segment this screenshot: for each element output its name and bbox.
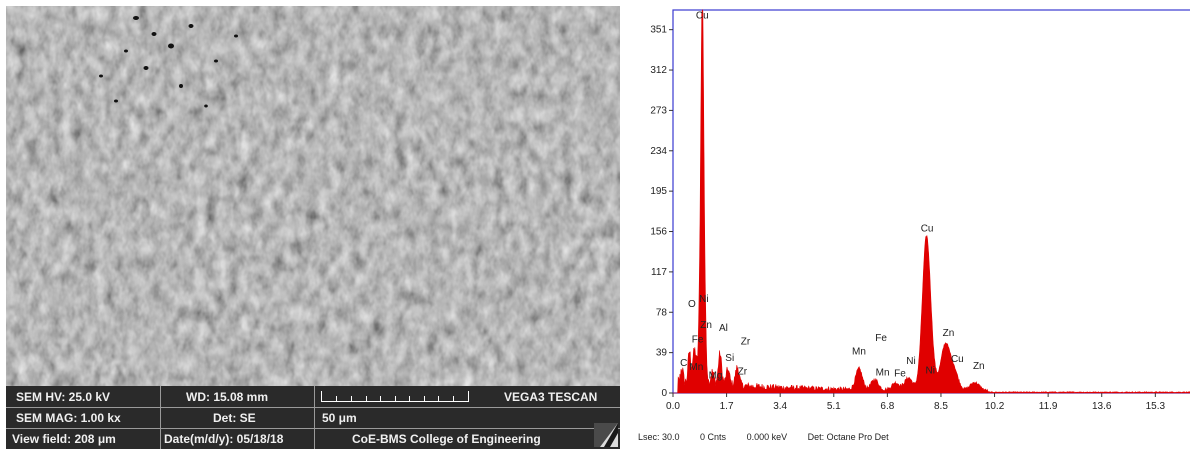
peak-label-fe: Fe: [875, 333, 887, 344]
x-tick-label: 0.0: [666, 401, 680, 412]
peak-label-zr: Zr: [741, 336, 751, 347]
energy-readout: 0.000 keV: [746, 432, 788, 442]
peak-label-zn: Zn: [943, 328, 955, 339]
x-tick-label: 5.1: [827, 401, 841, 412]
eds-status-footer: Lsec: 30.0 0 Cnts 0.000 keV Det: Octane …: [638, 432, 907, 442]
x-tick-label: 3.4: [773, 401, 787, 412]
y-tick-label: 78: [656, 307, 668, 318]
sem-panel: SEM HV: 25.0 kV WD: 15.08 mm VEGA3 TESCA…: [6, 6, 620, 449]
live-seconds: Lsec: 30.0: [638, 432, 680, 442]
y-tick-label: 195: [650, 186, 667, 197]
peak-label-zn: Zn: [973, 361, 985, 372]
x-tick-label: 13.6: [1092, 401, 1112, 412]
peak-label-o: O: [688, 299, 696, 310]
y-tick-label: 117: [651, 267, 667, 278]
y-tick-label: 0: [661, 388, 667, 399]
spectrum-series: [673, 8, 1190, 394]
peak-label-mn: Mn: [876, 367, 890, 378]
peak-label-zn: Zn: [700, 320, 712, 331]
peak-label-mg: Mg: [709, 371, 723, 382]
x-tick-label: 11.9: [1039, 401, 1058, 412]
pores: [99, 16, 238, 108]
institution-label: CoE-BMS College of Engineering: [352, 432, 541, 446]
x-tick-label: 15.3: [1146, 401, 1166, 412]
x-tick-label: 6.8: [880, 401, 894, 412]
scale-bar: [321, 391, 469, 402]
y-tick-label: 39: [656, 348, 668, 359]
detector-label: Det: SE: [213, 411, 256, 425]
instrument-brand: VEGA3 TESCAN: [504, 390, 598, 404]
sem-hv-label: SEM HV: 25.0 kV: [16, 390, 111, 404]
x-tick-label: 8.5: [934, 401, 948, 412]
peak-label-ni: Ni: [699, 294, 708, 305]
peak-label-ni: Ni: [906, 356, 915, 367]
date-label: Date(m/d/y): 05/18/18: [164, 432, 284, 446]
y-tick-label: 312: [650, 65, 667, 76]
y-tick-label: 156: [650, 227, 667, 238]
sem-info-bar: SEM HV: 25.0 kV WD: 15.08 mm VEGA3 TESCA…: [6, 386, 620, 449]
counts-readout: 0 Cnts: [700, 432, 727, 442]
working-distance-label: WD: 15.08 mm: [186, 390, 269, 404]
x-tick-label: 1.7: [720, 401, 734, 412]
peak-label-cu: Cu: [696, 10, 709, 21]
y-tick-label: 234: [650, 146, 667, 157]
peak-label-fe: Fe: [894, 368, 906, 379]
peak-label-mn: Mn: [852, 347, 866, 358]
eds-spectrum-chart: 0.0 1.7 3.4 5.1 6.8 8.5 10.2 11.9 13.6 15.3 0 39 78 1…: [650, 8, 1190, 412]
sem-micrograph: [6, 6, 620, 386]
view-field-label: View field: 208 μm: [12, 432, 116, 446]
peak-label-fe: Fe: [692, 334, 704, 345]
tescan-logo-icon: [594, 423, 618, 447]
scale-bar-label: 50 μm: [322, 411, 357, 425]
y-tick-label: 273: [650, 105, 667, 116]
peak-label-ni: Ni: [926, 365, 935, 376]
sem-magnification-label: SEM MAG: 1.00 kx: [16, 411, 121, 425]
detector-readout: Det: Octane Pro Det: [807, 432, 889, 442]
eds-spectrum-panel: 0.0 1.7 3.4 5.1 6.8 8.5 10.2 11.9 13.6 15.3 0 39 78 1…: [628, 0, 1190, 450]
x-tick-label: 10.2: [985, 401, 1005, 412]
peak-label-cu: Cu: [921, 224, 934, 235]
peak-label-zr: Zr: [738, 366, 748, 377]
peak-label-si: Si: [725, 353, 734, 364]
y-tick-label: 351: [650, 25, 667, 36]
peak-label-al: Al: [719, 323, 728, 334]
peak-label-mn: Mn: [689, 362, 703, 373]
peak-label-cu: Cu: [951, 354, 964, 365]
peak-label-c: C: [680, 358, 687, 369]
